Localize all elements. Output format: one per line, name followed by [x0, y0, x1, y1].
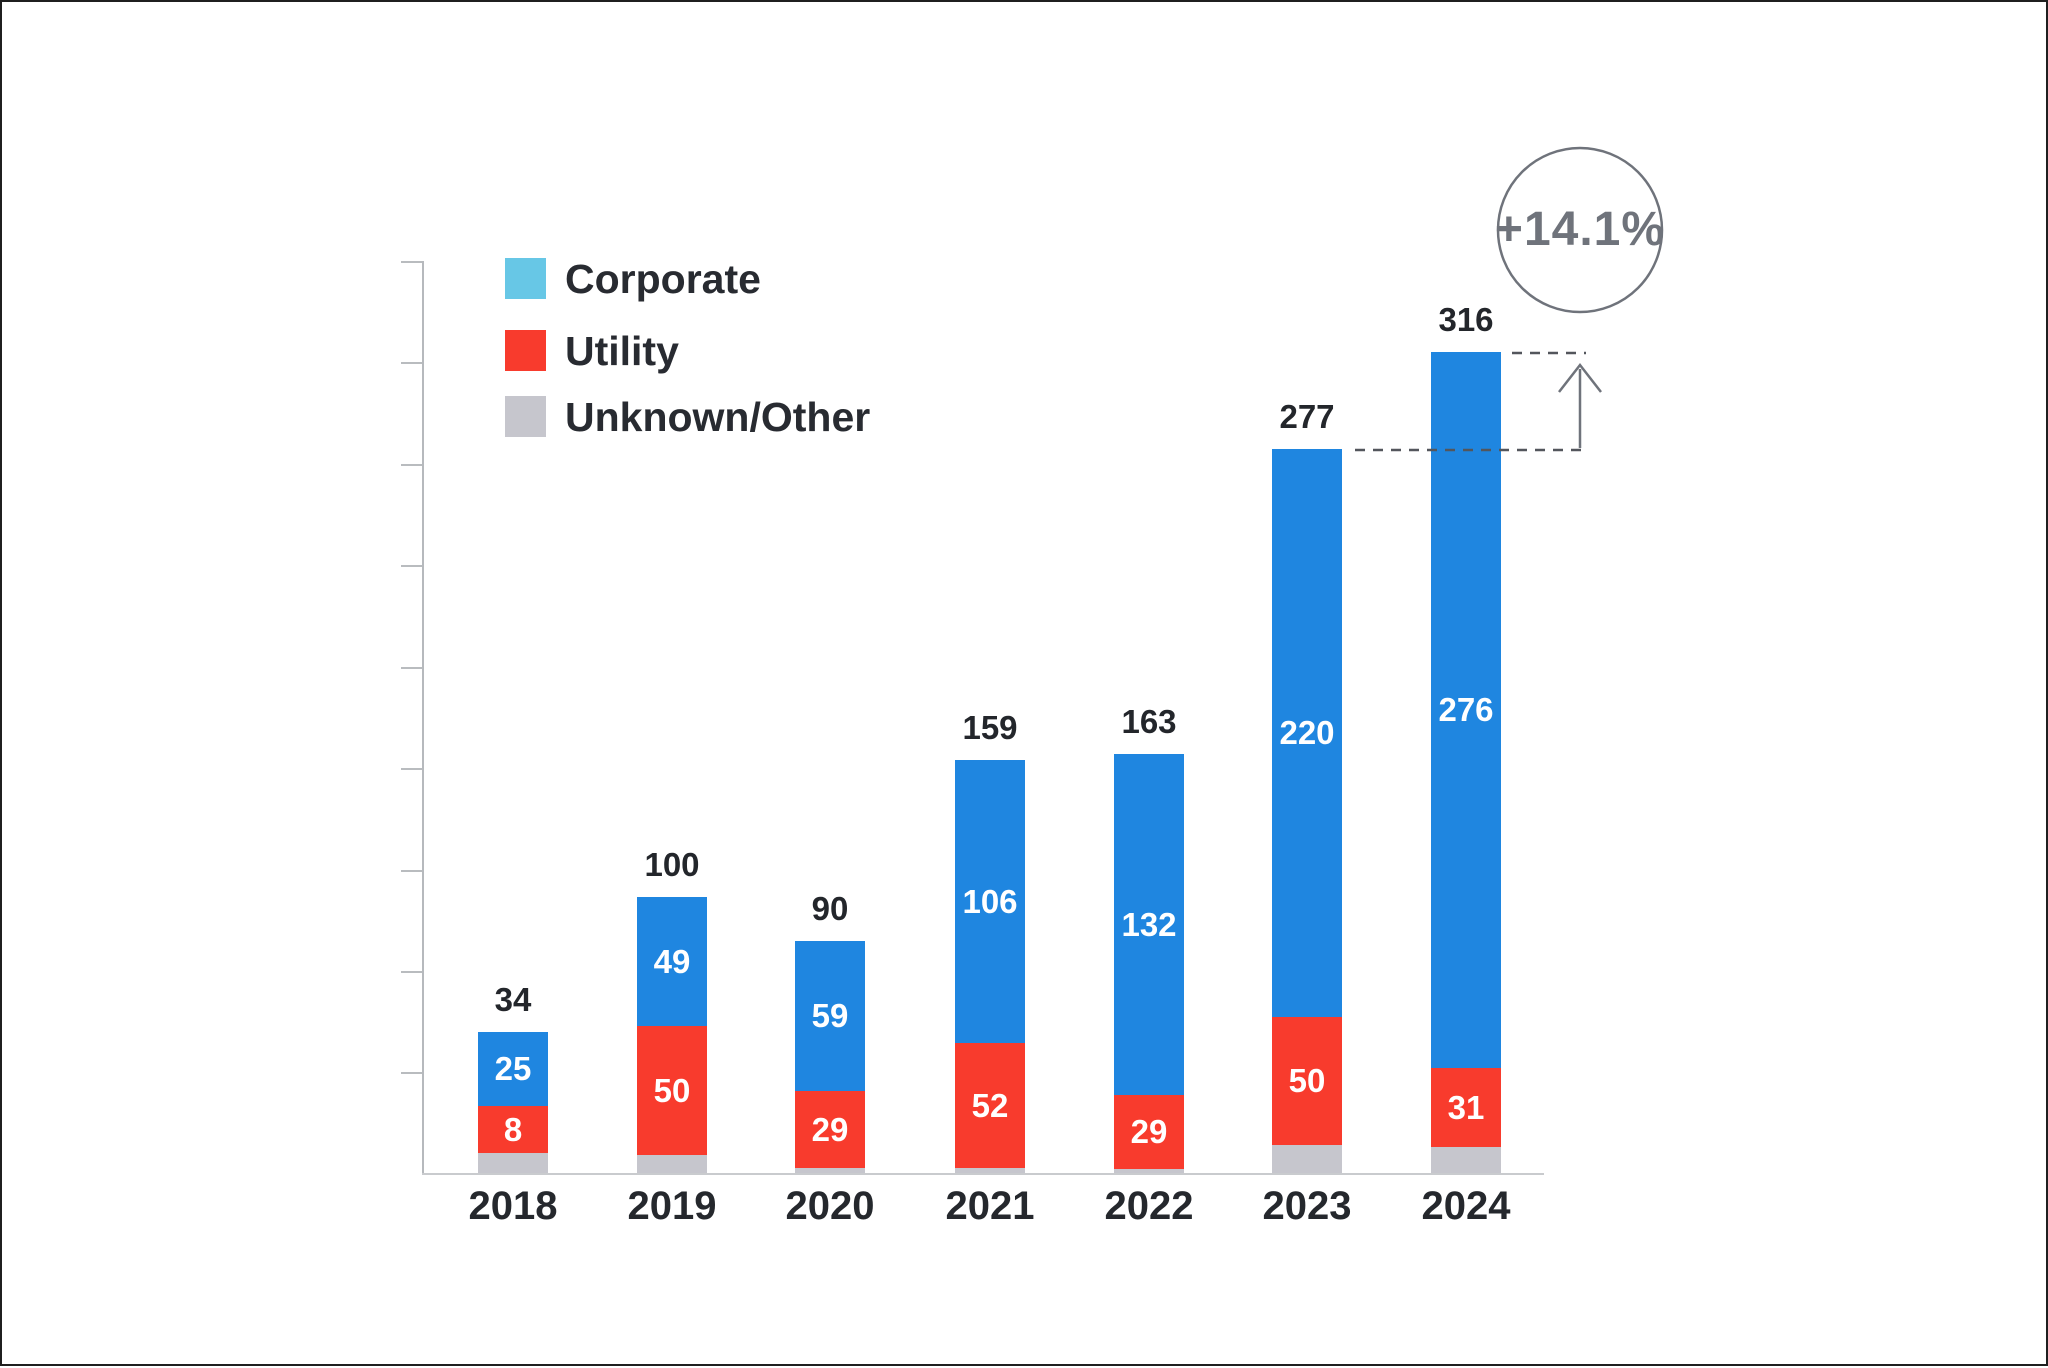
y-axis-tick — [401, 1072, 422, 1074]
bar-2019-corporate-segment — [637, 897, 707, 1026]
bar-2024-corporate-value-label: 276 — [1438, 691, 1494, 728]
bar-2018-utility-segment — [478, 1106, 548, 1153]
x-axis-label-2021: 2021 — [945, 1184, 1035, 1228]
x-axis-label-2023: 2023 — [1262, 1184, 1352, 1228]
bar-2018-corporate-segment — [478, 1032, 548, 1106]
y-axis-tick — [401, 464, 422, 466]
bar-2020-corporate-segment — [795, 941, 865, 1091]
bar-2019-total-label: 100 — [644, 846, 700, 883]
x-axis-label-2022: 2022 — [1104, 1184, 1194, 1228]
bar-2022-utility-segment — [1114, 1095, 1184, 1169]
bar-2020-utility-segment — [795, 1091, 865, 1168]
bar-2024-corporate-segment — [1431, 352, 1501, 1068]
bar-2021-utility-segment — [955, 1043, 1025, 1168]
bar-2022-corporate-value-label: 132 — [1121, 906, 1177, 943]
y-axis-tick — [401, 870, 422, 872]
bar-2024-utility-segment — [1431, 1068, 1501, 1147]
bar-2022-total-label: 163 — [1121, 703, 1177, 740]
growth-badge-label: +14.1% — [1494, 203, 1666, 256]
bar-2019-utility-segment — [637, 1026, 707, 1155]
y-axis-line — [422, 261, 424, 1174]
corporate-swatch-icon — [505, 258, 546, 299]
bar-2024-utility-value-label: 31 — [1447, 1089, 1485, 1126]
y-axis-tick — [401, 565, 422, 567]
utility-swatch-icon — [505, 330, 546, 371]
x-axis-line — [422, 1173, 1544, 1175]
y-axis-tick — [401, 261, 422, 263]
legend-label-corporate: Corporate — [565, 256, 761, 302]
bar-2023-total-label: 277 — [1279, 398, 1335, 435]
bar-2024-unknown-other-segment — [1431, 1147, 1501, 1174]
unknown-other-swatch-icon — [505, 396, 546, 437]
bar-2019-unknown-other-segment — [637, 1155, 707, 1174]
bar-2021-corporate-value-label: 106 — [962, 883, 1018, 920]
bar-2020-utility-value-label: 29 — [811, 1111, 849, 1148]
legend-label-unknown-other: Unknown/Other — [565, 394, 871, 440]
bar-2018-utility-value-label: 8 — [503, 1111, 523, 1148]
bar-2023-utility-segment — [1272, 1017, 1342, 1145]
bar-2021-corporate-segment — [955, 760, 1025, 1043]
bar-2023-unknown-other-segment — [1272, 1145, 1342, 1174]
bar-2018-corporate-value-label: 25 — [494, 1050, 532, 1087]
bar-2019-corporate-value-label: 49 — [653, 943, 691, 980]
bar-2018-unknown-other-segment — [478, 1153, 548, 1174]
bar-2019-utility-value-label: 50 — [653, 1072, 691, 1109]
y-axis-tick — [401, 971, 422, 973]
legend-label-utility: Utility — [565, 328, 679, 374]
bar-2021-total-label: 159 — [962, 709, 1018, 746]
y-axis-tick — [401, 362, 422, 364]
bar-2020-total-label: 90 — [811, 890, 849, 927]
bar-2023-utility-value-label: 50 — [1288, 1062, 1326, 1099]
bar-2022-utility-value-label: 29 — [1130, 1113, 1168, 1150]
bar-2022-unknown-other-segment — [1114, 1169, 1184, 1174]
bar-2021-utility-value-label: 52 — [971, 1087, 1009, 1124]
y-axis-tick — [401, 667, 422, 669]
bar-2023-corporate-value-label: 220 — [1279, 714, 1335, 751]
x-axis-label-2020: 2020 — [785, 1184, 875, 1228]
bar-2022-corporate-segment — [1114, 754, 1184, 1095]
x-axis-label-2018: 2018 — [468, 1184, 558, 1228]
x-axis-label-2024: 2024 — [1421, 1184, 1511, 1228]
bar-2021-unknown-other-segment — [955, 1168, 1025, 1174]
bar-2024-total-label: 316 — [1438, 301, 1494, 338]
growth-arrow-head-icon — [1558, 362, 1602, 393]
x-axis-label-2019: 2019 — [627, 1184, 717, 1228]
y-axis-tick — [401, 768, 422, 770]
bar-2020-corporate-value-label: 59 — [811, 997, 849, 1034]
bar-2023-corporate-segment — [1272, 449, 1342, 1017]
bar-2018-total-label: 34 — [494, 981, 532, 1018]
bar-2020-unknown-other-segment — [795, 1168, 865, 1174]
